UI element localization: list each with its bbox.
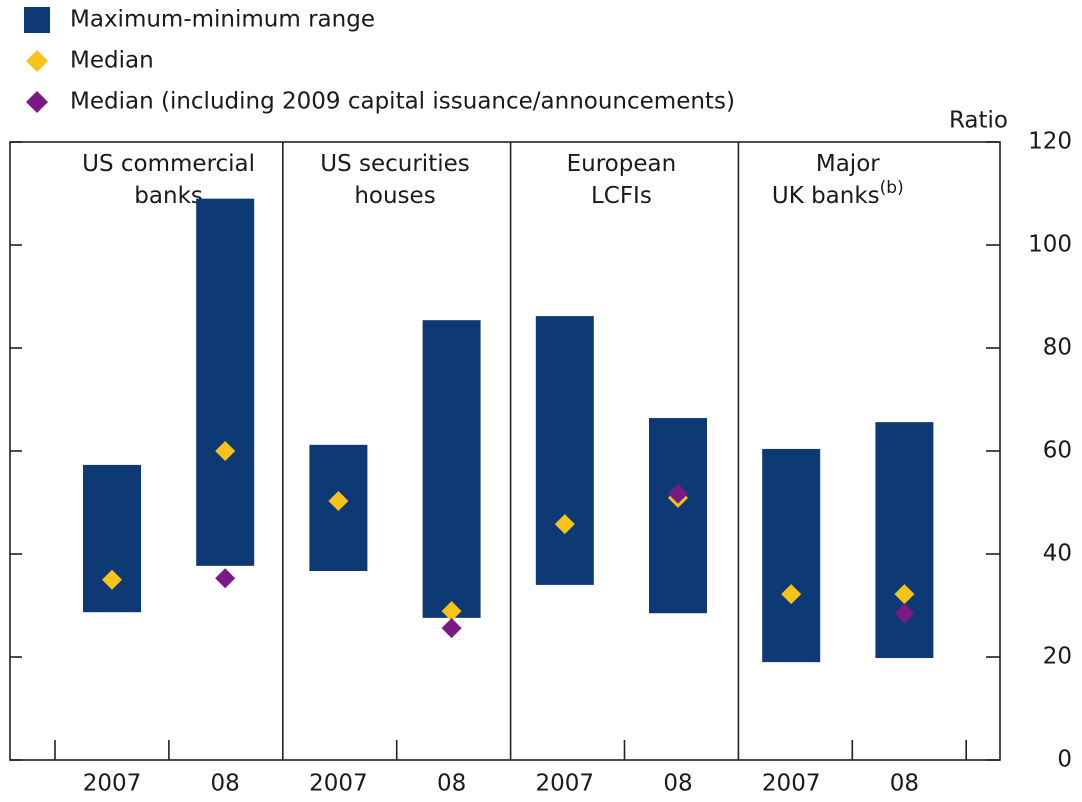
panel-title: European — [567, 151, 677, 177]
x-tick-label: 08 — [663, 771, 692, 797]
y-tick-label: 40 — [1043, 541, 1072, 567]
range-bar — [83, 464, 141, 613]
panel-title: UK banks(b) — [772, 178, 904, 209]
median-marker — [781, 584, 802, 605]
median-marker — [894, 603, 915, 624]
range-bar — [762, 448, 821, 663]
median-marker — [441, 618, 462, 639]
panel-title: US securities — [320, 151, 470, 177]
y-tick-label: 0 — [1057, 747, 1072, 773]
median-marker — [328, 490, 349, 511]
x-tick-label: 2007 — [309, 771, 368, 797]
range-bar — [196, 198, 255, 566]
median-marker — [554, 514, 575, 535]
range-bar — [422, 320, 481, 618]
panel-title: LCFIs — [591, 183, 652, 209]
legend-label: Median — [70, 48, 154, 74]
panel-title-line: US commercial — [82, 151, 255, 177]
panel-title-line: banks — [134, 183, 203, 209]
y-tick-label: 60 — [1043, 438, 1072, 464]
median-marker — [102, 569, 122, 590]
legend-swatch — [26, 91, 48, 113]
legend-label: Median (including 2009 capital issuance/… — [70, 89, 735, 115]
x-tick-label: 2007 — [83, 771, 142, 797]
panel-title: Major — [816, 151, 880, 177]
x-tick-label: 08 — [211, 771, 240, 797]
panel-title: banks — [134, 183, 203, 209]
legend-label: Maximum-minimum range — [70, 7, 375, 33]
range-bar — [535, 316, 594, 585]
x-tick-label: 2007 — [762, 771, 821, 797]
y-tick-label: 120 — [1028, 129, 1072, 155]
y-tick-label: 20 — [1043, 644, 1072, 670]
legend-swatch — [26, 50, 48, 72]
x-tick-label: 08 — [437, 771, 466, 797]
median-marker — [668, 483, 688, 504]
panel-title-line: US securities — [320, 151, 470, 177]
legend-swatch — [24, 7, 50, 33]
panel-title-line: European — [567, 151, 677, 177]
median-marker — [215, 568, 236, 589]
median-marker — [441, 601, 462, 622]
x-tick-label: 08 — [890, 771, 919, 797]
panel-title: houses — [354, 183, 435, 209]
panel-title-line: Major — [816, 151, 880, 177]
y-axis-label: Ratio — [949, 108, 1008, 134]
panel-title-line: houses — [354, 183, 435, 209]
range-bar — [649, 418, 707, 614]
panel-title-note: (b) — [880, 178, 904, 198]
median-marker — [894, 584, 915, 605]
plot-frame — [9, 141, 1001, 761]
median-marker — [215, 441, 236, 461]
y-tick-label: 80 — [1043, 335, 1072, 361]
panel-title-line: UK banks — [772, 183, 880, 209]
x-tick-label: 2007 — [536, 771, 595, 797]
panel-title-line: LCFIs — [591, 183, 652, 209]
panel-title: US commercial — [82, 151, 255, 177]
y-tick-label: 100 — [1028, 232, 1072, 258]
